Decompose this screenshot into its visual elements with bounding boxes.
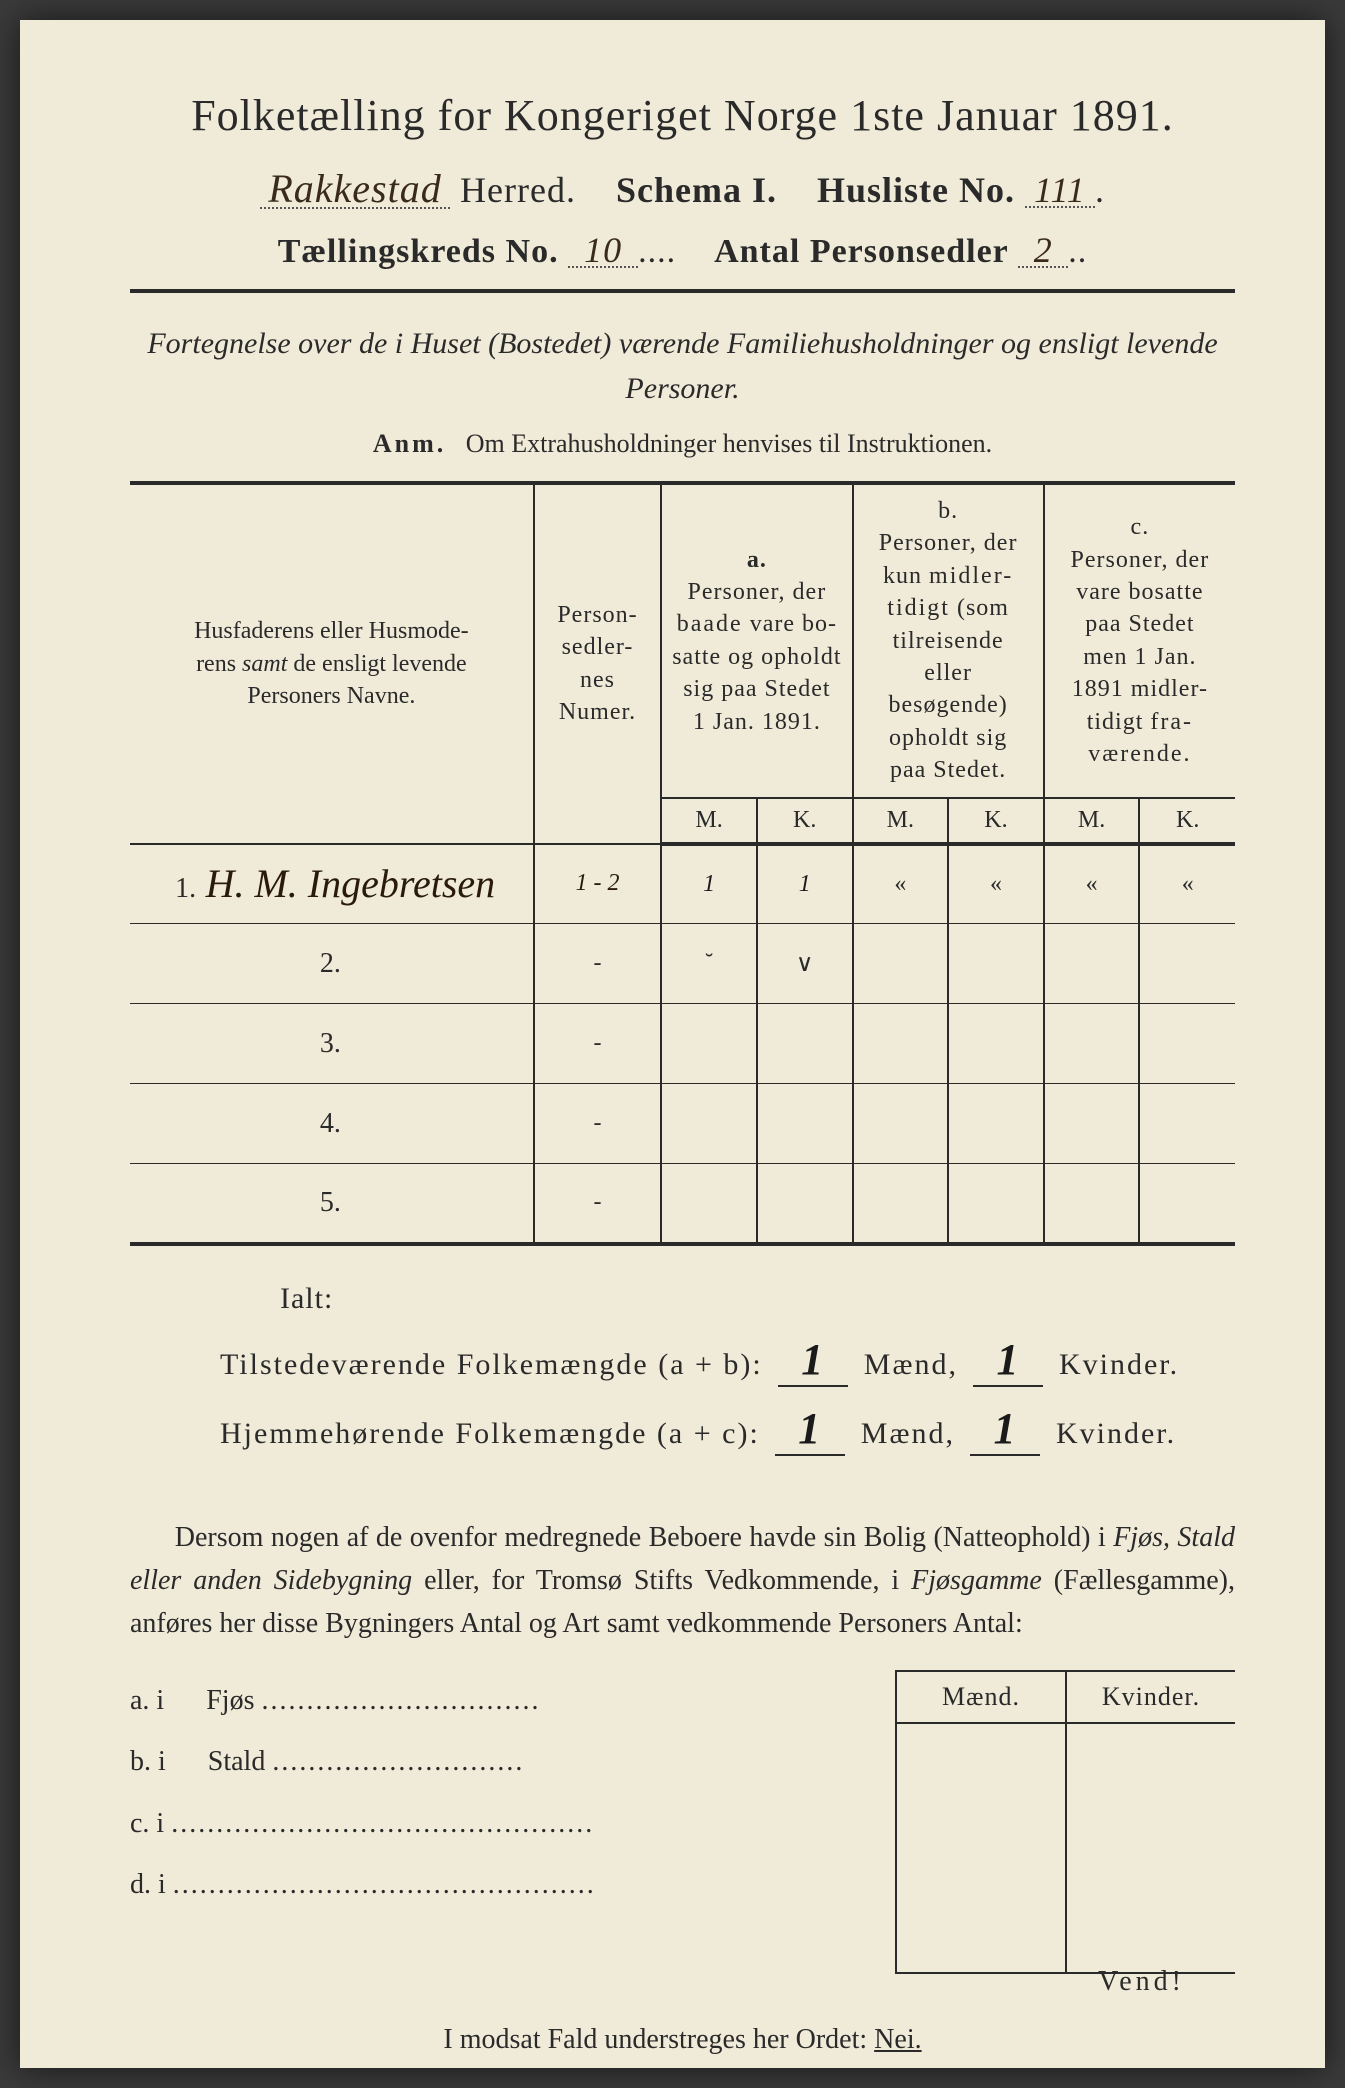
col-b-k: K. — [948, 798, 1044, 844]
sum1-m: 1 — [778, 1334, 848, 1387]
maend-header: Mænd. — [897, 1672, 1067, 1722]
table-row: 1.H. M. Ingebretsen 1 - 2 1 1 « « « « — [130, 844, 1235, 924]
outbuilding-table: a. i Fjøs ..............................… — [130, 1670, 1235, 1974]
outbuilding-rows: a. i Fjøs ..............................… — [130, 1670, 895, 1974]
antal-value: 2 — [1018, 234, 1068, 268]
sum2-k: 1 — [970, 1403, 1040, 1456]
ialt-label: Ialt: — [280, 1282, 1235, 1316]
sum-present: Tilstedeværende Folkemængde (a + b): 1 M… — [220, 1334, 1235, 1387]
schema-label: Schema I. — [616, 170, 777, 210]
table-row: 3. - — [130, 1004, 1235, 1084]
husliste-value: 111 — [1025, 174, 1095, 208]
sum2-m: 1 — [775, 1403, 845, 1456]
herred-label: Herred. — [460, 170, 576, 210]
sum1-k: 1 — [973, 1334, 1043, 1387]
census-form-page: Folketælling for Kongeriget Norge 1ste J… — [20, 20, 1325, 2068]
col-c-m: M. — [1044, 798, 1140, 844]
cell-num: 1 - 2 — [534, 844, 662, 924]
maend-col — [897, 1724, 1067, 1974]
cell-bm: « — [853, 844, 949, 924]
cell-cm: « — [1044, 844, 1140, 924]
col-a-header: a. Personer, derbaade vare bo-satte og o… — [661, 483, 852, 798]
table-row: 5. - — [130, 1164, 1235, 1244]
col-c-k: K. — [1139, 798, 1235, 844]
list-item: c. i ...................................… — [130, 1793, 895, 1855]
table-row: 2. - ˘ ∨ — [130, 924, 1235, 1004]
col-name-header: Husfaderens eller Husmode-rens samt de e… — [130, 483, 534, 844]
cell-ak: 1 — [757, 844, 853, 924]
kreds-value: 10 — [568, 234, 638, 268]
cell-bk: « — [948, 844, 1044, 924]
cell-ck: « — [1139, 844, 1235, 924]
nei-word: Nei. — [874, 2024, 921, 2055]
col-b-header: b. Personer, derkun midler-tidigt (somti… — [853, 483, 1044, 798]
kreds-label: Tællingskreds No. — [278, 233, 559, 270]
antal-label: Antal Personsedler — [714, 233, 1009, 270]
outbuilding-paragraph: Dersom nogen af de ovenfor medregnede Be… — [130, 1516, 1235, 1646]
person-name: H. M. Ingebretsen — [206, 861, 496, 906]
anm-line: Anm. Om Extrahusholdninger henvises til … — [130, 429, 1235, 459]
kvinder-col — [1067, 1724, 1235, 1974]
list-item: a. i Fjøs ..............................… — [130, 1670, 895, 1732]
husliste-label: Husliste No. — [817, 170, 1015, 210]
vend-label: Vend! — [1098, 1966, 1185, 1998]
sum-resident: Hjemmehørende Folkemængde (a + c): 1 Mæn… — [220, 1403, 1235, 1456]
list-item: b. i Stald ............................ — [130, 1731, 895, 1793]
header-line-2: Tællingskreds No. 10.... Antal Personsed… — [130, 233, 1235, 271]
household-table: Husfaderens eller Husmode-rens samt de e… — [130, 481, 1235, 1246]
list-item: d. i ...................................… — [130, 1854, 895, 1916]
col-a-m: M. — [661, 798, 757, 844]
col-num-header: Person-sedler-nesNumer. — [534, 483, 662, 844]
anm-text: Om Extrahusholdninger henvises til Instr… — [466, 429, 992, 458]
page-title: Folketælling for Kongeriget Norge 1ste J… — [130, 90, 1235, 141]
cell-am: 1 — [661, 844, 757, 924]
col-a-k: K. — [757, 798, 853, 844]
form-subtitle: Fortegnelse over de i Huset (Bostedet) v… — [130, 321, 1235, 411]
col-b-m: M. — [853, 798, 949, 844]
divider — [130, 289, 1235, 293]
closing-line: I modsat Fald understreges her Ordet: Ne… — [130, 2024, 1235, 2056]
col-c-header: c. Personer, dervare bosattepaa Stedetme… — [1044, 483, 1235, 798]
herred-value: Rakkestad — [260, 171, 450, 209]
header-line-1: Rakkestad Herred. Schema I. Husliste No.… — [130, 169, 1235, 211]
kvinder-header: Kvinder. — [1067, 1672, 1235, 1722]
table-row: 4. - — [130, 1084, 1235, 1164]
anm-label: Anm. — [373, 429, 446, 458]
outbuilding-counts: Mænd. Kvinder. — [895, 1670, 1235, 1974]
